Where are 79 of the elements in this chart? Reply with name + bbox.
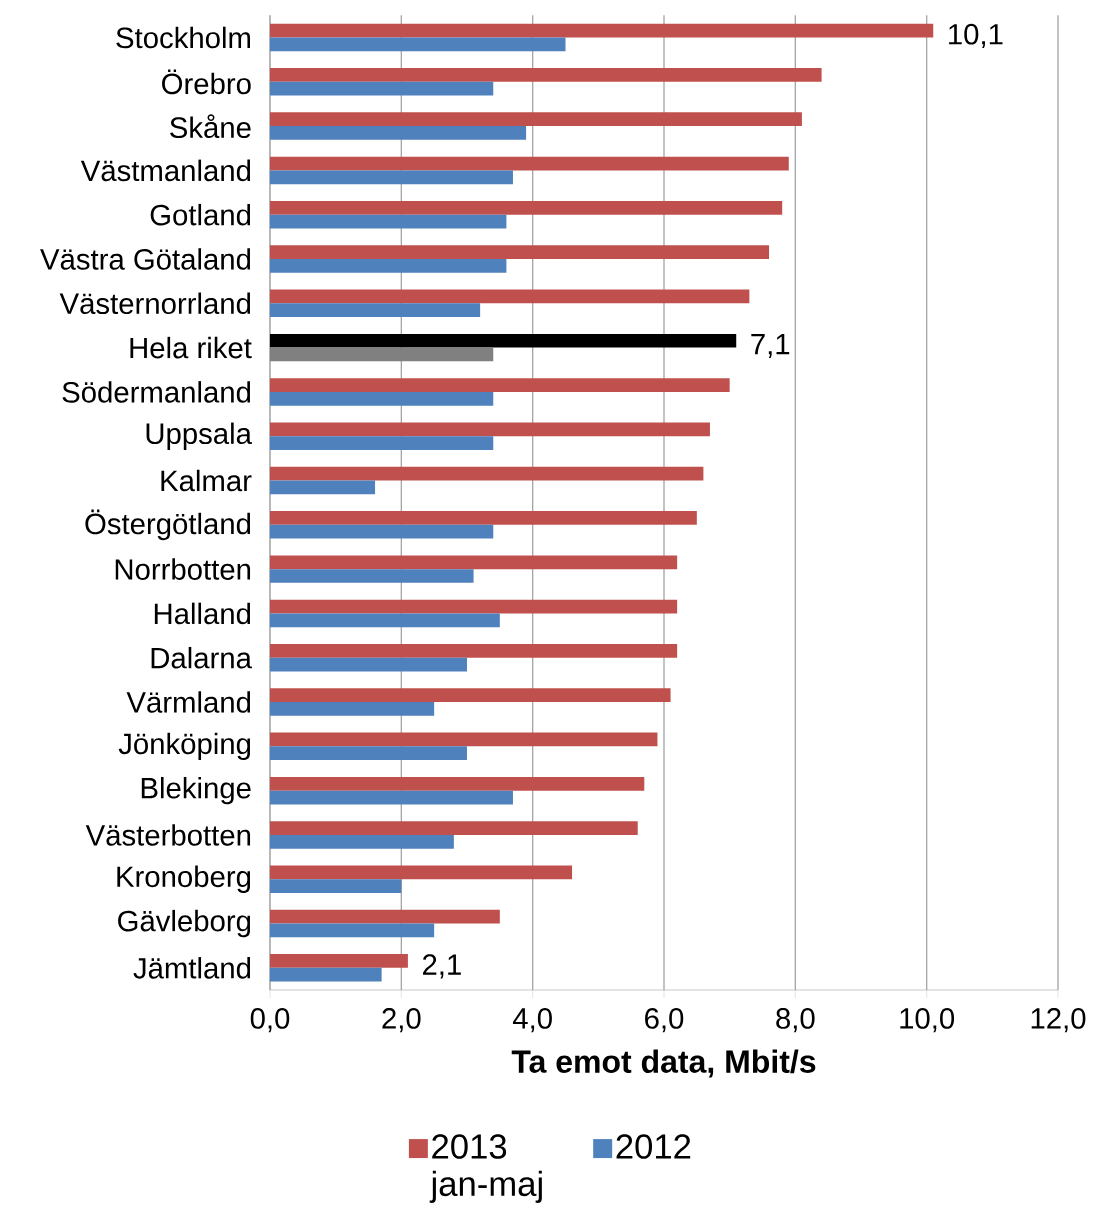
y-tick-label: Blekinge <box>141 776 251 805</box>
y-tick-label: Stockholm <box>116 26 250 49</box>
bar <box>269 112 802 127</box>
y-tick-label: Gotland <box>150 203 250 226</box>
y-tick-label: Jämtland <box>133 957 250 979</box>
bar <box>269 834 454 849</box>
bar <box>269 776 645 791</box>
y-tick-label: Halland <box>154 602 250 625</box>
bar <box>269 657 467 672</box>
bar <box>269 422 710 437</box>
y-tick-label: Norrbotten <box>115 558 250 580</box>
x-tick-label: 0,0 <box>250 1008 290 1033</box>
bar <box>269 245 769 260</box>
x-tick-label: 6,0 <box>644 1008 684 1033</box>
y-tick-label: Örebro <box>161 69 251 95</box>
bar <box>269 170 513 185</box>
y-tick-label: Västerbotten <box>85 824 250 846</box>
data-label: 10,1 <box>948 23 1003 49</box>
x-tick-label: 12,0 <box>1031 1008 1086 1033</box>
bar <box>269 68 822 82</box>
bar <box>269 289 750 304</box>
bar <box>269 466 704 481</box>
y-tick-label: Södermanland <box>62 381 250 403</box>
bar <box>269 599 677 614</box>
bar <box>269 214 507 229</box>
y-tick-label: Kronoberg <box>117 865 250 893</box>
data-label: 2,1 <box>422 954 461 979</box>
bar <box>269 391 494 406</box>
bar <box>269 688 671 703</box>
bar <box>269 436 494 450</box>
bar <box>269 865 572 880</box>
bar <box>269 259 507 273</box>
y-tick-label: Jönköping <box>118 732 250 761</box>
bar <box>269 480 375 495</box>
y-tick-label: Västernorrland <box>59 292 250 315</box>
bar <box>269 200 783 215</box>
x-tick-label: 8,0 <box>776 1008 815 1033</box>
y-tick-label: Västra Götaland <box>39 248 250 270</box>
bar <box>269 909 500 924</box>
bar <box>269 613 500 628</box>
bar <box>269 790 513 805</box>
bar <box>269 37 566 52</box>
bar <box>269 746 467 761</box>
x-tick-label: 4,0 <box>512 1008 552 1033</box>
bar <box>269 303 480 318</box>
y-tick-label: Uppsala <box>146 422 252 450</box>
bar <box>269 126 526 140</box>
y-tick-label: Skåne <box>169 114 251 139</box>
bar <box>269 347 494 362</box>
y-tick-label: Gävleborg <box>117 909 250 938</box>
data-label: 7,1 <box>751 334 790 359</box>
bar <box>269 333 737 348</box>
bar <box>269 702 435 716</box>
y-tick-label: Östergötland <box>85 509 250 541</box>
legend-label: 2013 jan-maj <box>429 1134 542 1204</box>
bar <box>269 378 730 392</box>
bar <box>269 967 382 982</box>
bar <box>269 569 474 583</box>
bar <box>269 23 934 38</box>
y-tick-label: Värmland <box>126 691 250 713</box>
bar <box>269 821 638 835</box>
legend-label: 2012 <box>616 1134 691 1159</box>
bar <box>269 954 408 968</box>
bar <box>269 524 494 539</box>
bar <box>269 81 494 96</box>
bar <box>269 879 402 893</box>
bar <box>269 156 789 171</box>
y-tick-label: Västmanland <box>80 159 250 182</box>
bar <box>269 923 435 938</box>
y-tick-label: Hela riket <box>130 336 252 359</box>
y-tick-label: Dalarna <box>151 646 252 669</box>
bar <box>269 511 697 525</box>
y-tick-label: Kalmar <box>161 469 252 492</box>
bar <box>269 555 677 570</box>
x-tick-label: 10,0 <box>900 1008 954 1033</box>
x-axis-title: Ta emot data, Mbit/s <box>511 1049 816 1078</box>
x-tick-label: 2,0 <box>382 1008 421 1033</box>
bar <box>269 644 677 658</box>
bar <box>269 732 658 747</box>
